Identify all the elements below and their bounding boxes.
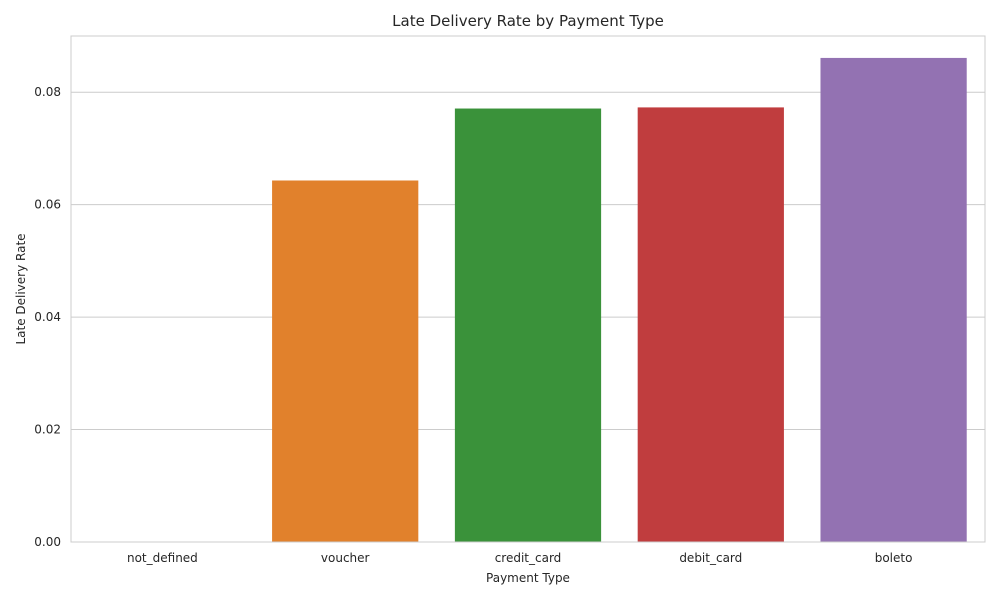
- y-tick-label: 0.00: [34, 535, 61, 549]
- x-tick-label: boleto: [875, 551, 913, 565]
- x-tick-label: not_defined: [127, 551, 198, 565]
- plot-frame: [70, 35, 986, 543]
- bar-boleto: [820, 57, 967, 542]
- x-axis-label: Payment Type: [486, 571, 570, 585]
- x-tick-labels: not_defined voucher credit_card debit_card b…: [127, 551, 912, 565]
- chart-title: Late Delivery Rate by Payment Type: [392, 12, 664, 30]
- x-tick-label: debit_card: [679, 551, 742, 565]
- bar-credit-card: [454, 108, 602, 542]
- y-axis-label: Late Delivery Rate: [14, 233, 28, 344]
- y-tick-label: 0.02: [34, 423, 61, 437]
- bar-voucher: [272, 180, 419, 543]
- bars: [272, 57, 967, 543]
- x-tick-label: credit_card: [495, 551, 562, 565]
- x-tick-label: voucher: [321, 551, 370, 565]
- y-tick-label: 0.08: [34, 85, 61, 99]
- bar-debit-card: [637, 107, 784, 542]
- y-tick-label: 0.04: [34, 310, 61, 324]
- y-tick-label: 0.06: [34, 198, 61, 212]
- y-tick-labels: 0.00 0.02 0.04 0.06 0.08: [34, 85, 61, 549]
